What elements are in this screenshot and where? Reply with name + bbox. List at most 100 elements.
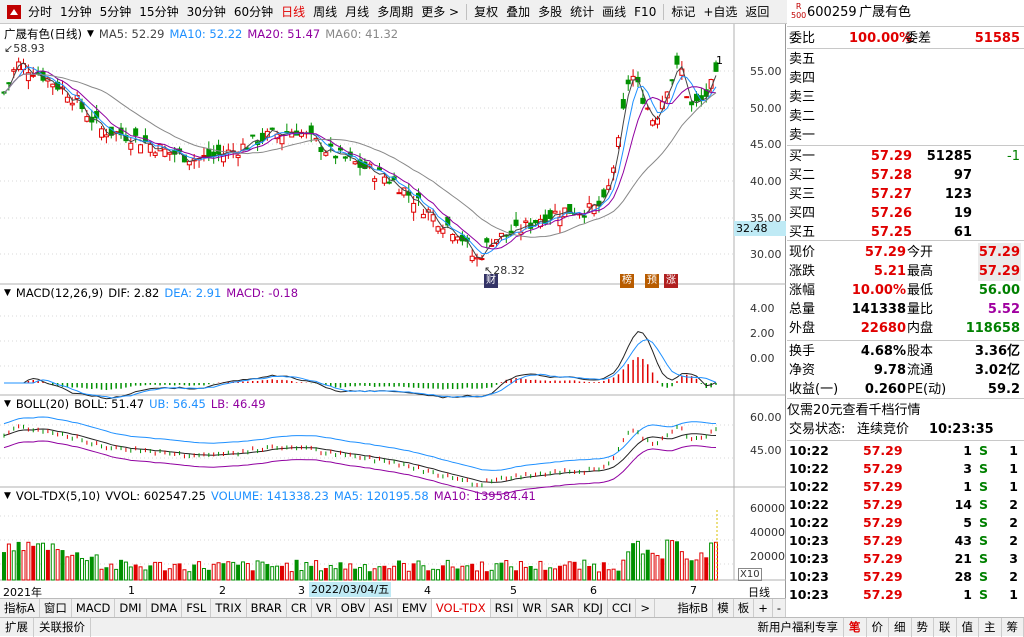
tab-1min[interactable]: 1分钟	[56, 0, 96, 24]
adjust-button[interactable]: 复权	[470, 0, 502, 24]
tick-price: 57.29	[863, 586, 903, 604]
indicator-tab-18[interactable]: CCI	[608, 599, 636, 617]
finance-badge[interactable]: 财	[484, 274, 498, 288]
indicator-tab-4[interactable]: DMA	[147, 599, 183, 617]
volume-bar	[76, 553, 79, 580]
dropdown-icon[interactable]: ▼	[4, 399, 11, 409]
back-button[interactable]: 返回	[741, 0, 773, 24]
candle-body	[641, 98, 645, 103]
related-quote-button[interactable]: 关联报价	[34, 618, 91, 637]
ask-row[interactable]: 卖三	[787, 88, 1024, 107]
expand-button[interactable]: 扩展	[0, 618, 34, 637]
stat-label: 最低	[907, 281, 933, 300]
tab-value[interactable]: 值	[957, 618, 980, 637]
indicator-tab-15[interactable]: WR	[518, 599, 546, 617]
chart-area[interactable]: 广晟有色(日线) ▼ MA5: 52.29 MA10: 52.22 MA20: …	[0, 24, 786, 598]
tab-price[interactable]: 价	[867, 618, 890, 637]
indicator-tab-16[interactable]: SAR	[547, 599, 579, 617]
macd-dea: DEA: 2.91	[164, 286, 221, 300]
tab-15min[interactable]: 15分钟	[135, 0, 182, 24]
more-button[interactable]: 更多 >	[417, 0, 463, 24]
volume-bar	[666, 540, 669, 580]
candle-body	[104, 135, 108, 137]
volume-bar	[471, 564, 474, 580]
indicator-tab-24[interactable]: -	[773, 599, 786, 617]
tick-side: S	[979, 460, 988, 478]
stat-label: 涨跌	[789, 262, 815, 281]
tab-60min[interactable]: 60分钟	[230, 0, 277, 24]
tab-trend[interactable]: 势	[912, 618, 935, 637]
indicator-tab-6[interactable]: TRIX	[211, 599, 246, 617]
indicator-tab-0[interactable]: 指标A	[0, 599, 40, 617]
tab-related[interactable]: 联	[934, 618, 957, 637]
promo-text[interactable]: 仅需20元查看千档行情	[787, 401, 1024, 420]
dropdown-icon[interactable]: ▼	[4, 491, 11, 501]
draw-button[interactable]: 画线	[598, 0, 630, 24]
app-menu-icon[interactable]	[6, 4, 22, 20]
volume-bar	[402, 563, 405, 580]
volume-bar	[398, 561, 401, 580]
chart-canvas[interactable]	[0, 24, 786, 598]
overlay-button[interactable]: 叠加	[502, 0, 534, 24]
indicator-tab-3[interactable]: DMI	[115, 599, 146, 617]
tab-intraday[interactable]: 分时	[24, 0, 56, 24]
indicator-tab-5[interactable]: FSL	[182, 599, 211, 617]
tab-main[interactable]: 主	[979, 618, 1002, 637]
promo-link[interactable]: 新用户福利专享	[753, 618, 845, 637]
multi-stock-button[interactable]: 多股	[534, 0, 566, 24]
tab-5min[interactable]: 5分钟	[96, 0, 136, 24]
limit-up-badge[interactable]: 涨	[664, 274, 678, 288]
volume-bar	[71, 555, 74, 580]
ask-row[interactable]: 卖一	[787, 126, 1024, 145]
tab-multi-period[interactable]: 多周期	[373, 0, 417, 24]
f10-button[interactable]: F10	[630, 0, 660, 24]
indicator-tab-19[interactable]: >	[636, 599, 655, 617]
indicator-tab-22[interactable]: 板	[734, 599, 755, 617]
indicator-tab-21[interactable]: 模	[713, 599, 734, 617]
dropdown-icon[interactable]: ▼	[87, 29, 94, 39]
indicator-tab-14[interactable]: RSI	[491, 599, 519, 617]
indicator-tab-2[interactable]: MACD	[72, 599, 115, 617]
dropdown-icon[interactable]: ▼	[4, 288, 11, 298]
indicator-tab-17[interactable]: KDJ	[579, 599, 608, 617]
volume-bar	[300, 571, 303, 580]
volume-bar	[319, 571, 322, 580]
ask-row[interactable]: 卖五	[787, 50, 1024, 69]
volume-bar	[632, 544, 635, 580]
volume-bar	[81, 558, 84, 580]
tab-monthly[interactable]: 月线	[341, 0, 373, 24]
tab-30min[interactable]: 30分钟	[183, 0, 230, 24]
tab-daily[interactable]: 日线	[277, 0, 309, 24]
stat-label: 股本	[907, 342, 933, 361]
indicator-tab-23[interactable]: +	[754, 599, 773, 617]
stats-button[interactable]: 统计	[566, 0, 598, 24]
indicator-tab-7[interactable]: BRAR	[247, 599, 287, 617]
add-watchlist-button[interactable]: +自选	[699, 0, 741, 24]
tab-chips[interactable]: 筹	[1002, 618, 1024, 637]
indicator-tab-11[interactable]: ASI	[370, 599, 398, 617]
volume-bar	[222, 564, 225, 580]
indicator-tab-10[interactable]: OBV	[337, 599, 370, 617]
indicator-tab-20[interactable]: 指标B	[673, 599, 713, 617]
tab-weekly[interactable]: 周线	[309, 0, 341, 24]
volume-bar	[46, 550, 49, 580]
indicator-tab-8[interactable]: CR	[287, 599, 312, 617]
indicator-tab-9[interactable]: VR	[312, 599, 337, 617]
indicator-tab-1[interactable]: 窗口	[40, 599, 72, 617]
rank-badge[interactable]: 榜	[620, 274, 634, 288]
mark-button[interactable]: 标记	[667, 0, 699, 24]
forecast-badge[interactable]: 预	[645, 274, 659, 288]
tick-volume: 28	[955, 568, 972, 586]
ask-row[interactable]: 卖二	[787, 107, 1024, 126]
volume-bar	[510, 567, 513, 580]
tab-detail[interactable]: 细	[889, 618, 912, 637]
indicator-tab-13[interactable]: VOL-TDX	[432, 599, 491, 617]
ask-row[interactable]: 卖四	[787, 69, 1024, 88]
tab-trades[interactable]: 笔	[844, 618, 867, 637]
indicator-tab-12[interactable]: EMV	[398, 599, 432, 617]
